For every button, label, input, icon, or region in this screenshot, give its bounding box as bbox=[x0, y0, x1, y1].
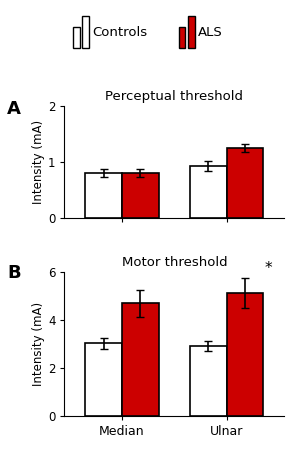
Text: *: * bbox=[264, 261, 272, 276]
Text: B: B bbox=[7, 265, 21, 282]
Bar bbox=[190, 166, 227, 218]
Bar bbox=[190, 345, 227, 416]
Bar bbox=[83, 16, 89, 48]
Bar bbox=[227, 293, 263, 416]
Bar bbox=[85, 173, 122, 218]
Bar bbox=[122, 173, 159, 218]
Text: ALS: ALS bbox=[198, 26, 223, 38]
Bar bbox=[179, 27, 185, 48]
Text: Controls: Controls bbox=[93, 26, 148, 38]
Title: Perceptual threshold: Perceptual threshold bbox=[105, 90, 243, 103]
Bar bbox=[85, 343, 122, 416]
Y-axis label: Intensity (mA): Intensity (mA) bbox=[32, 120, 45, 204]
Text: A: A bbox=[7, 101, 21, 118]
Bar bbox=[73, 27, 80, 48]
Bar bbox=[188, 16, 195, 48]
Title: Motor threshold: Motor threshold bbox=[122, 256, 227, 269]
Bar bbox=[122, 303, 159, 416]
Bar bbox=[227, 148, 263, 218]
Y-axis label: Intensity (mA): Intensity (mA) bbox=[32, 302, 45, 386]
